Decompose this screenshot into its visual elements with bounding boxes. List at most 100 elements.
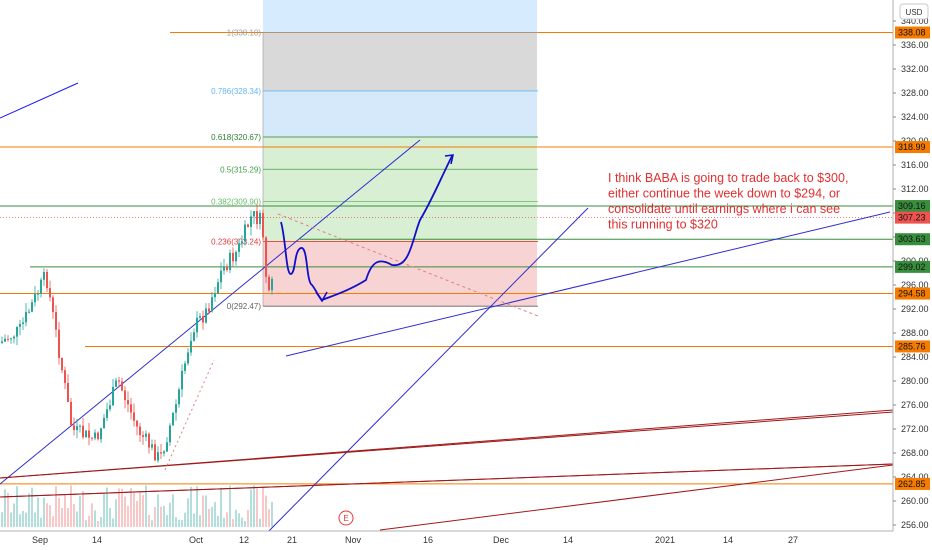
trend-channels[interactable] <box>0 82 894 541</box>
trend-line[interactable] <box>0 82 79 119</box>
price-tick-label: 276.00 <box>901 400 929 410</box>
price-tag[interactable]: 309.16 <box>895 200 930 213</box>
candle-body <box>64 370 66 383</box>
price-tag-bg <box>895 287 930 300</box>
time-label: Dec <box>493 535 510 545</box>
candle-body <box>250 216 252 227</box>
volume-bar <box>58 497 60 527</box>
price-tag[interactable]: 299.02 <box>895 260 930 273</box>
candle-body <box>133 412 135 421</box>
volume-bar <box>187 498 189 527</box>
time-label: Sep <box>32 535 48 545</box>
candle-body <box>7 338 9 340</box>
price-tag-bg <box>895 26 930 39</box>
candle-body <box>31 302 33 312</box>
currency-button[interactable]: USD <box>899 3 929 20</box>
volume-bar <box>211 506 213 527</box>
fibonacci-retracement[interactable]: 1(338.10) 0.786(328.34) 0.618(320.67) 0.5(3… <box>211 28 538 311</box>
price-axis[interactable]: 340.00 336.00 332.00 328.00 324.00 320.00 316.… <box>892 0 932 550</box>
volume-bar <box>73 504 75 527</box>
price-tag-bg <box>895 211 930 224</box>
volume-bar <box>88 515 90 527</box>
earnings-icon[interactable] <box>338 510 354 526</box>
volume-bar <box>184 512 186 527</box>
price-tag-label: 309.16 <box>898 201 926 211</box>
price-tag[interactable]: 303.63 <box>895 233 930 246</box>
price-tick-label: 256.00 <box>901 520 929 530</box>
volume-bar <box>124 496 126 527</box>
volume-bar <box>46 503 48 527</box>
dashed-guide <box>164 359 215 471</box>
volume-bar <box>175 517 177 527</box>
time-label: 14 <box>563 535 573 545</box>
volume-bar <box>202 495 204 527</box>
annotation-note[interactable]: I think BABA is going to trade back to $… <box>608 171 848 232</box>
candle-body <box>208 308 210 312</box>
arrow-up-icon <box>444 154 455 165</box>
price-tick-label: 332.00 <box>901 64 929 74</box>
volume-bar <box>271 501 273 527</box>
candle-body <box>172 412 174 426</box>
fib-label: 0.382(309.90) <box>211 198 261 207</box>
trend-line[interactable] <box>379 464 894 531</box>
trend-line[interactable] <box>0 411 894 479</box>
price-tag-label: 338.08 <box>898 28 926 38</box>
annotation-line: consolidate until earnings where i can s… <box>608 202 840 216</box>
price-tag-bg <box>895 200 930 213</box>
projection-zones <box>263 0 537 307</box>
volume-bar <box>91 503 93 527</box>
projection-drawings[interactable] <box>280 154 455 303</box>
volume-bar <box>94 510 96 527</box>
price-tag-bg <box>895 477 930 490</box>
candle-body <box>85 430 87 438</box>
time-label: 14 <box>92 535 102 545</box>
candle-body <box>121 381 123 391</box>
trend-line[interactable] <box>0 463 894 498</box>
volume-bar <box>37 497 39 527</box>
volume-bar <box>205 495 207 527</box>
candle-body <box>49 288 51 298</box>
candle-body <box>181 370 183 390</box>
volume-bar <box>22 510 24 527</box>
candle-body <box>205 308 207 323</box>
volume-bar <box>31 487 33 527</box>
candle-body <box>160 452 162 454</box>
candle-body <box>130 404 132 413</box>
volume-bar <box>214 502 216 527</box>
candle-body <box>235 251 237 262</box>
candle-body <box>115 380 117 387</box>
volume-bars <box>1 485 273 527</box>
volume-bar <box>151 520 153 527</box>
candle-body <box>88 430 90 438</box>
candle-body <box>79 425 81 427</box>
price-tick-label: 320.00 <box>901 136 929 146</box>
time-axis[interactable]: Sep 14 Oct 12 21 Nov 16 Dec 14 2021 14 27 <box>0 530 932 550</box>
price-axis-bg <box>893 0 932 550</box>
price-tick-label: 268.00 <box>901 448 929 458</box>
candle-body <box>271 278 273 291</box>
earnings-marker[interactable]: E <box>338 510 354 526</box>
price-tag[interactable]: 318.99 <box>895 141 930 154</box>
candle-body <box>34 294 36 303</box>
trend-line[interactable] <box>285 211 891 357</box>
candle-body <box>103 417 105 429</box>
fib-label: 1(338.10) <box>227 28 262 37</box>
price-tag[interactable]: 294.58 <box>895 287 930 300</box>
candle-body <box>28 311 30 313</box>
volume-bar <box>181 519 183 527</box>
price-tag[interactable]: 285.76 <box>895 340 930 353</box>
candle-body <box>265 237 267 277</box>
candle-body <box>19 323 21 327</box>
candle-body <box>25 312 27 323</box>
time-label: 2021 <box>655 535 675 545</box>
candle-body <box>151 444 153 448</box>
volume-bar <box>61 508 63 527</box>
trend-line[interactable] <box>259 207 589 541</box>
price-tag-label: 303.63 <box>898 234 926 244</box>
trend-line[interactable] <box>0 139 421 485</box>
price-tag[interactable]: 307.23 <box>895 211 930 224</box>
price-tick-label: 272.00 <box>901 424 929 434</box>
price-tag[interactable]: 338.08 <box>895 26 930 39</box>
price-tag[interactable]: 262.85 <box>895 477 930 490</box>
